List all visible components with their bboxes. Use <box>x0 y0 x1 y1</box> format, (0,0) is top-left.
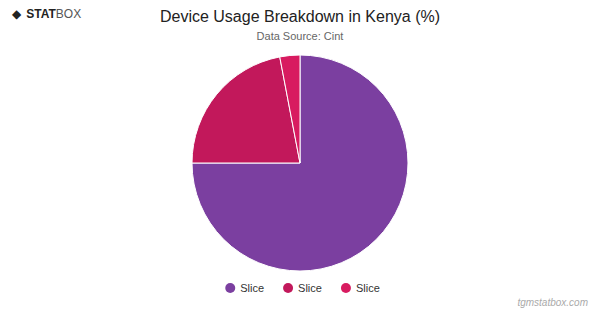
legend-swatch <box>225 283 235 293</box>
logo-part: ◆ <box>12 7 22 21</box>
legend: Slice Slice Slice <box>225 282 380 294</box>
legend-item: Slice <box>283 282 322 294</box>
subtitle: Data Source: Cint <box>257 30 344 42</box>
legend-item: Slice <box>225 282 264 294</box>
pie-slice <box>192 55 408 271</box>
watermark: tgmstatbox.com <box>517 297 588 308</box>
legend-item: Slice <box>341 282 380 294</box>
legend-swatch <box>283 283 293 293</box>
pie-slice <box>280 55 300 163</box>
chart: Device Usage Breakdown in Kenya (%) Data … <box>0 0 600 314</box>
logo: ◆ STATBOX <box>12 7 81 21</box>
legend-label: Slice <box>356 282 380 294</box>
title: Device Usage Breakdown in Kenya (%) <box>160 8 440 25</box>
logo-part: STAT <box>26 7 56 21</box>
legend-swatch <box>341 283 351 293</box>
logo-part: BOX <box>56 7 81 21</box>
legend-label: Slice <box>240 282 264 294</box>
pie <box>192 55 408 271</box>
legend-label: Slice <box>298 282 322 294</box>
